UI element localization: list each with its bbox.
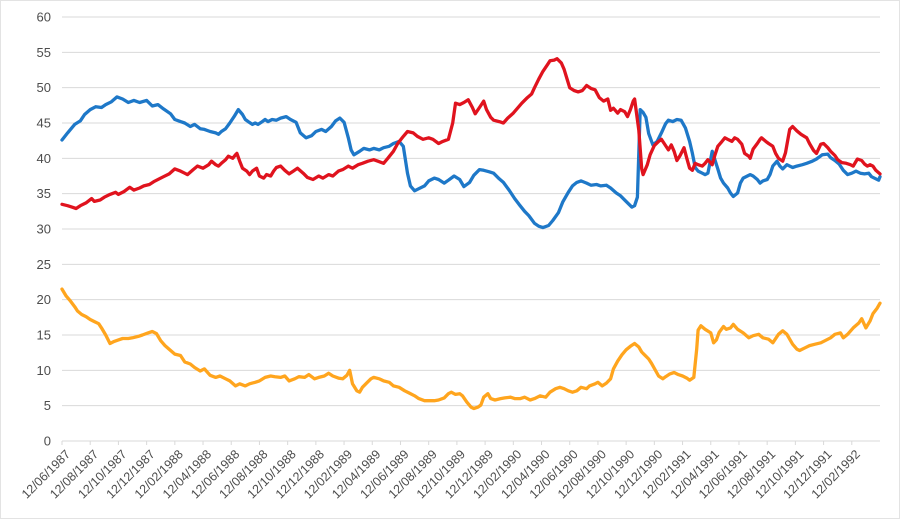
y-tick-label: 25 — [37, 257, 51, 272]
y-tick-label: 15 — [37, 328, 51, 343]
y-tick-label: 35 — [37, 186, 51, 201]
series-blue-line — [60, 95, 882, 230]
series-orange-line — [60, 287, 882, 411]
y-tick-label: 5 — [44, 398, 51, 413]
y-tick-label: 0 — [44, 434, 51, 449]
y-tick-label: 60 — [37, 10, 51, 25]
y-tick-label: 55 — [37, 45, 51, 60]
y-tick-label: 10 — [37, 363, 51, 378]
series-red-line — [60, 57, 882, 211]
y-tick-label: 30 — [37, 222, 51, 237]
y-tick-label: 40 — [37, 151, 51, 166]
y-tick-label: 45 — [37, 116, 51, 131]
x-axis-labels: 12/06/198712/08/198712/10/198712/12/1987… — [19, 441, 863, 501]
y-tick-label: 20 — [37, 292, 51, 307]
y-tick-label: 50 — [37, 80, 51, 95]
y-axis-labels: 0 5 10 15 20 25 30 35 40 45 50 55 60 — [37, 10, 51, 449]
gridlines — [62, 16, 880, 442]
